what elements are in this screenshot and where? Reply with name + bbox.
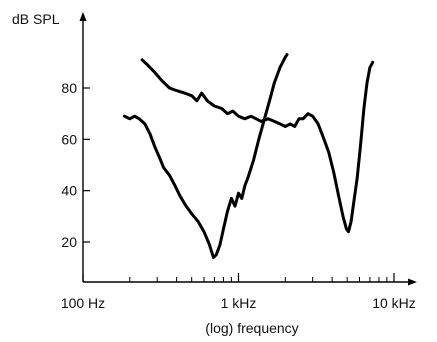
y-tick-label-40: 40 — [61, 183, 77, 199]
y-axis-arrowhead — [79, 12, 87, 21]
y-tick-label-80: 80 — [61, 80, 77, 96]
ticks — [82, 87, 395, 282]
x-axis-title: (log) frequency — [205, 320, 298, 336]
y-tick-label-60: 60 — [61, 131, 77, 147]
x-axis-arrowhead — [408, 278, 417, 286]
series-line-2 — [140, 58, 375, 234]
x-tick-label-10000: 10 kHz — [372, 295, 416, 311]
y-tick-label-20: 20 — [61, 234, 77, 250]
y-axis-title: dB SPL — [12, 11, 60, 27]
series-line-1 — [123, 53, 289, 259]
x-tick-label-100: 100 Hz — [61, 295, 105, 311]
x-tick-label-1000: 1 kHz — [221, 295, 257, 311]
series-group — [123, 53, 375, 259]
tick-labels: 20 40 60 80 100 Hz 1 kHz 10 kHz — [61, 80, 416, 311]
axes — [79, 12, 417, 286]
